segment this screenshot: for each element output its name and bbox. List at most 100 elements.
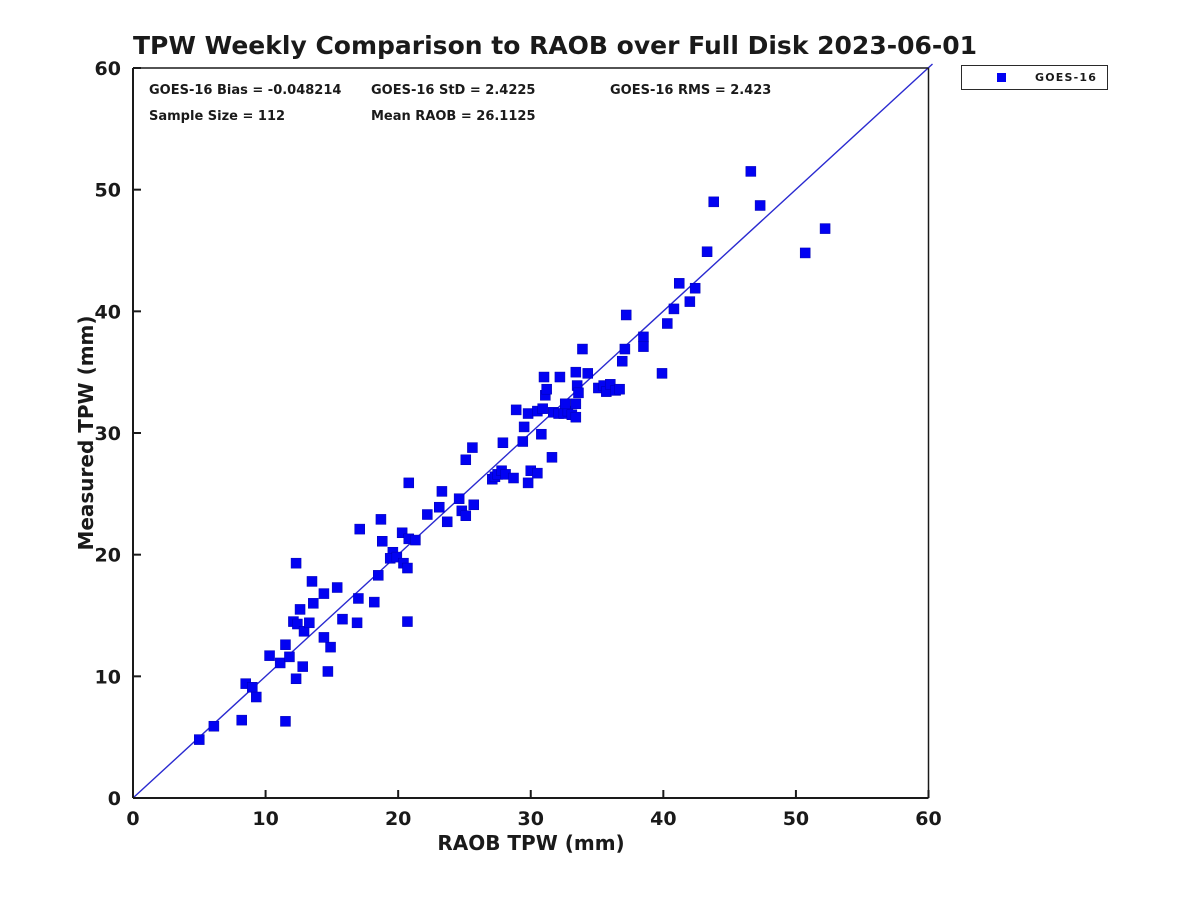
legend-series-label: GOES-16 [1035,71,1098,84]
data-point [619,343,631,355]
data-point [460,510,472,521]
data-point [377,536,388,547]
data-point [537,403,548,414]
data-point [337,613,348,625]
data-point [294,604,306,615]
x-tick-label: 60 [915,808,941,830]
data-point [532,467,543,479]
data-point [403,477,415,489]
data-point [517,436,529,447]
data-point [434,501,445,513]
data-point [322,666,334,677]
chart-title: TPW Weekly Comparison to RAOB over Full … [133,31,978,60]
data-point [541,383,552,395]
data-point [570,398,582,410]
data-point [292,618,303,630]
data-point [297,661,308,672]
x-tick-label: 30 [518,808,544,830]
x-axis-label: RAOB TPW (mm) [437,831,625,855]
y-tick-label: 20 [95,545,121,567]
data-point [799,247,811,259]
data-point [656,368,668,379]
x-tick-label: 10 [252,808,278,830]
data-point [280,716,291,727]
x-tick-label: 40 [650,808,676,830]
data-point [701,246,713,257]
data-point [298,626,310,637]
y-tick-label: 0 [108,788,121,810]
data-point [402,562,413,574]
stat-rms: GOES-16 RMS = 2.423 [610,83,772,98]
identity-line [132,63,933,799]
data-point [453,493,465,504]
data-point [436,486,448,497]
data-point [247,682,258,693]
data-point [351,617,363,629]
stat-sample: Sample Size = 112 [149,109,286,124]
data-point [668,303,680,315]
data-point [522,477,534,489]
data-point [325,641,336,653]
stat-bias: GOES-16 Bias = -0.048214 [149,83,342,98]
data-point [819,223,831,234]
data-point [375,514,387,525]
y-tick-label: 40 [95,301,121,323]
y-axis-label: Measured TPW (mm) [74,315,98,551]
y-tick-label: 30 [95,423,121,445]
data-point [708,196,719,208]
data-point [522,408,534,419]
data-point [638,331,649,343]
data-point [391,551,403,563]
data-point [559,398,571,410]
data-point [570,411,582,423]
data-point [673,278,685,289]
data-point [570,366,582,378]
data-point [274,657,286,669]
data-point [577,343,588,355]
data-point [208,720,220,732]
y-tick-label: 50 [95,180,121,202]
data-point [497,437,509,448]
data-point [745,166,757,177]
data-point [467,442,478,453]
data-point [422,509,433,520]
data-point [236,714,247,726]
data-point [546,452,558,463]
data-point [318,588,330,599]
data-point [662,318,673,329]
data-point [510,404,522,416]
data-point [538,371,550,383]
data-point [353,593,364,604]
data-point [354,523,365,535]
data-point [754,200,766,211]
data-point [331,582,343,593]
data-point [468,499,479,511]
data-point [194,734,205,745]
stat-std: GOES-16 StD = 2.4225 [371,83,536,98]
data-point [369,596,380,608]
data-point [638,341,649,352]
data-point [396,527,408,539]
x-tick-label: 0 [126,808,139,830]
data-point [318,632,330,643]
data-point [290,557,302,569]
data-point [616,355,628,367]
data-point [290,673,302,685]
y-tick-label: 10 [95,666,121,688]
data-point [402,616,413,627]
data-point [308,598,319,609]
data-point [264,650,275,661]
data-point [620,309,632,321]
x-tick-label: 20 [385,808,411,830]
x-tick-label: 50 [783,808,809,830]
data-point [373,570,384,581]
data-point [306,576,318,587]
data-point [284,651,295,663]
stat-mean-raob: Mean RAOB = 26.1125 [371,109,536,124]
data-point [280,639,291,650]
y-tick-label: 60 [95,58,121,80]
data-point [441,516,453,528]
data-point [689,282,701,294]
